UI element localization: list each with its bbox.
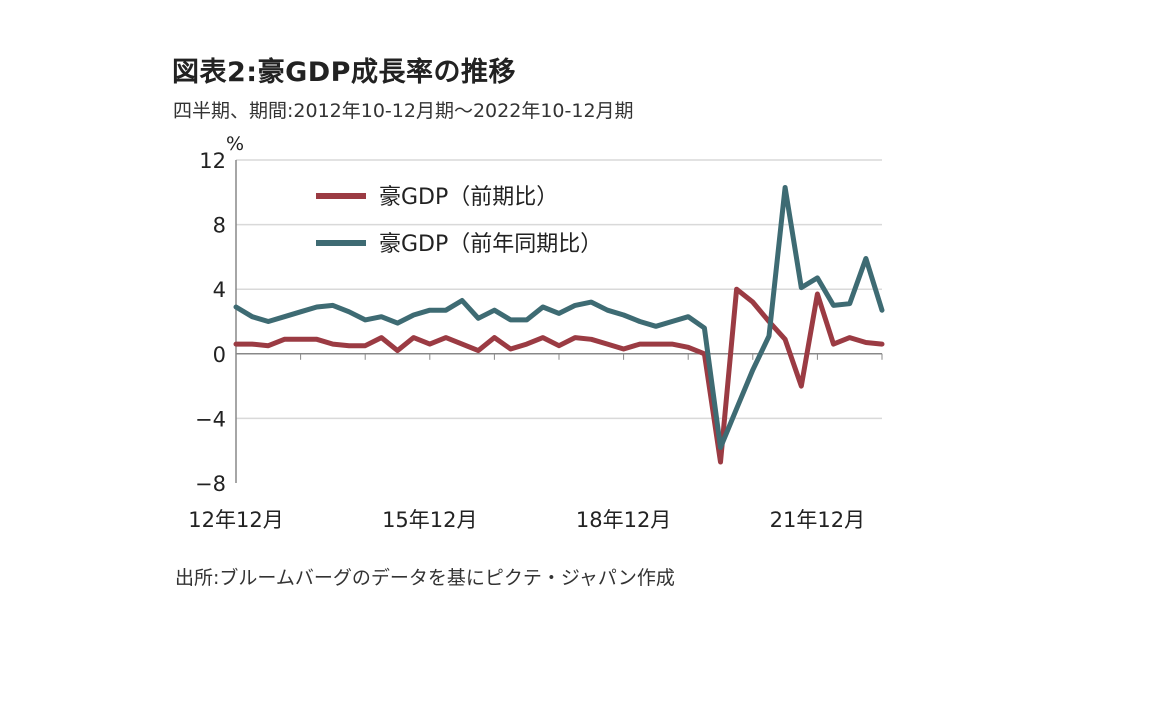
x-tick-label: 18年12月 <box>576 508 671 532</box>
series-line-qoq <box>233 286 885 465</box>
y-tick-label: 0 <box>213 343 226 367</box>
source-note: 出所:ブルームバーグのデータを基にピクテ・ジャパン作成 <box>175 567 675 589</box>
y-axis-unit-label: % <box>226 133 244 155</box>
y-tick-label: 12 <box>199 149 226 173</box>
y-tick-label: 4 <box>213 278 226 302</box>
chart-title: 図表2:豪GDP成長率の推移 <box>172 57 516 88</box>
x-tick-label: 12年12月 <box>188 508 283 532</box>
legend-label-qoq: 豪GDP（前期比） <box>379 185 558 210</box>
chart-subtitle: 四半期、期間:2012年10-12月期～2022年10-12月期 <box>173 100 634 122</box>
y-tick-label: −4 <box>195 407 226 431</box>
x-tick-labels: 12年12月 15年12月 18年12月 21年12月 <box>188 353 883 532</box>
x-tick-label: 21年12月 <box>770 508 865 532</box>
legend: 豪GDP（前期比） 豪GDP（前年同期比） <box>316 185 602 257</box>
series-line-yoy <box>233 185 885 450</box>
y-tick-label: 8 <box>213 214 226 238</box>
legend-label-yoy: 豪GDP（前年同期比） <box>379 232 602 257</box>
series-lines <box>233 185 885 465</box>
y-tick-label: −8 <box>195 472 226 496</box>
y-tick-labels: −8 −4 0 4 8 12 <box>195 149 226 496</box>
x-tick-label: 15年12月 <box>382 508 477 532</box>
